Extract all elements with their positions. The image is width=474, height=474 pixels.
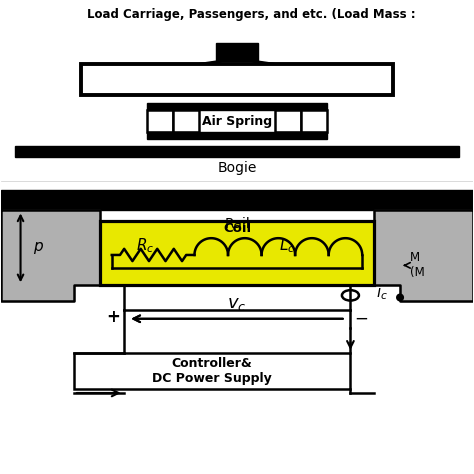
Bar	[81, 64, 393, 95]
Text: $-$: $-$	[354, 309, 368, 326]
Bar	[0, 190, 474, 210]
Text: Coil: Coil	[223, 222, 251, 236]
Text: $R_c$: $R_c$	[136, 236, 154, 255]
Bar	[216, 43, 258, 61]
Circle shape	[397, 294, 403, 301]
Bar	[275, 110, 301, 132]
Text: Rail: Rail	[224, 217, 250, 231]
Text: M
(M: M (M	[410, 251, 424, 279]
Text: Controller&
DC Power Supply: Controller& DC Power Supply	[152, 357, 272, 385]
Bar	[147, 132, 327, 139]
Bar	[15, 146, 459, 156]
Bar	[301, 110, 327, 132]
Bar	[147, 110, 173, 132]
Bar	[74, 353, 350, 389]
Polygon shape	[237, 61, 369, 77]
Text: Load Carriage, Passengers, and etc. (Load Mass :: Load Carriage, Passengers, and etc. (Loa…	[87, 8, 416, 21]
Text: Air Spring: Air Spring	[202, 115, 272, 128]
Text: $v_c$: $v_c$	[228, 295, 246, 313]
Text: $L_c$: $L_c$	[279, 236, 295, 255]
Text: $p$: $p$	[33, 240, 44, 256]
Bar	[173, 110, 199, 132]
Text: Bogie: Bogie	[217, 162, 257, 175]
Bar	[100, 221, 374, 285]
Ellipse shape	[342, 290, 359, 301]
Text: $i_c$: $i_c$	[376, 283, 388, 302]
Polygon shape	[374, 210, 474, 301]
Polygon shape	[0, 210, 100, 301]
Text: +: +	[106, 309, 120, 326]
Polygon shape	[105, 61, 237, 77]
Bar	[147, 103, 327, 110]
